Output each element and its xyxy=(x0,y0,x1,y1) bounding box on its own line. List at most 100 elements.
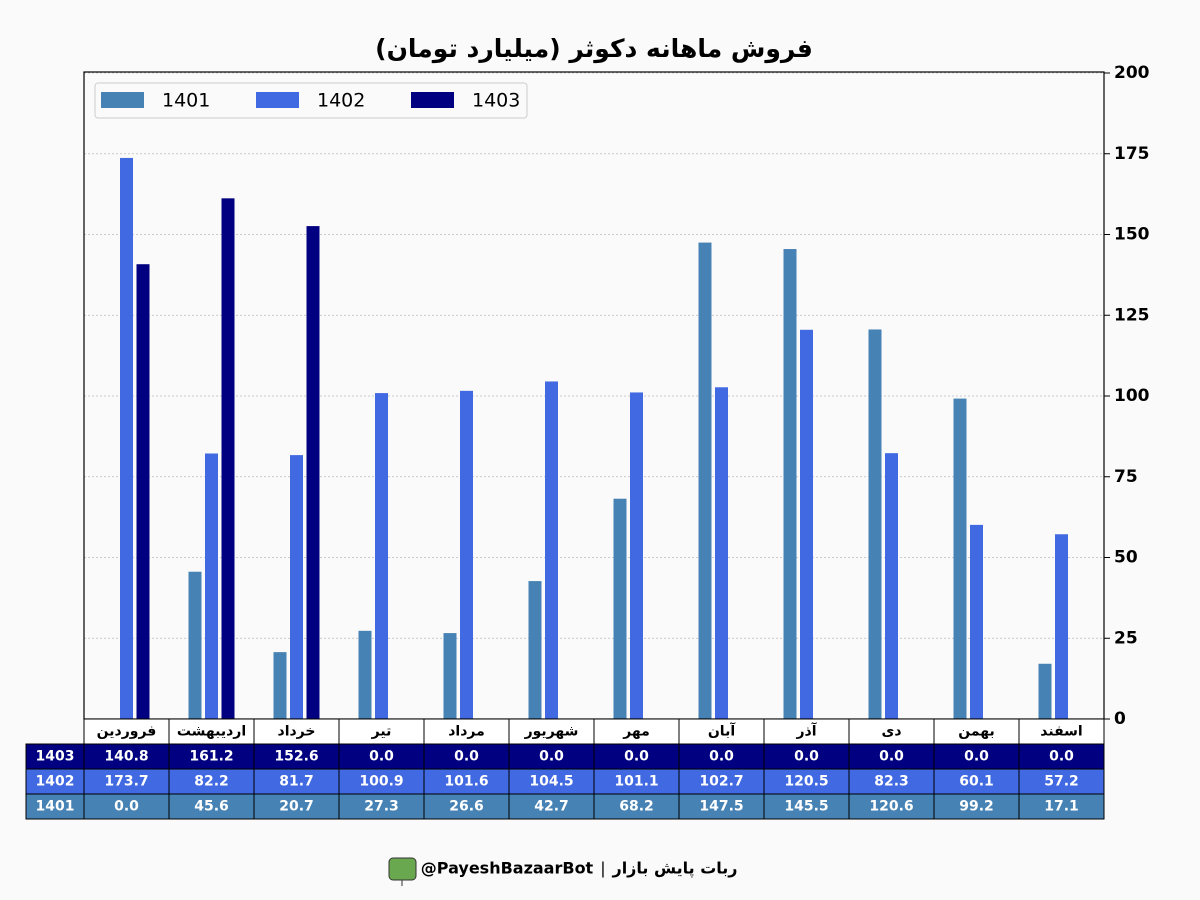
bar xyxy=(358,630,372,719)
footer-separator: | xyxy=(600,859,605,878)
table-header-cell xyxy=(423,718,510,745)
table-cell-label: 99.2 xyxy=(959,799,994,815)
bar xyxy=(136,264,150,719)
footer-handle: @PayeshBazaarBot xyxy=(421,859,594,878)
table-cell-label: 68.2 xyxy=(619,799,654,815)
bar xyxy=(953,398,967,719)
legend-box xyxy=(94,82,528,119)
table-cell xyxy=(763,743,850,770)
chart-title: فروش ماهانه دکوثر (میلیارد تومان) xyxy=(375,34,813,64)
table-cell xyxy=(423,793,510,820)
legend-swatch xyxy=(101,92,144,108)
legend-swatch xyxy=(411,92,454,108)
table-cell xyxy=(848,793,935,820)
bar xyxy=(528,581,542,719)
table-cell-label: 0.0 xyxy=(794,749,819,765)
table-cell-label: 161.2 xyxy=(189,749,233,765)
table-cell xyxy=(1018,743,1105,770)
bar xyxy=(613,498,627,719)
bar xyxy=(221,198,235,720)
table-cell-label: 104.5 xyxy=(529,774,573,790)
y-tick-label: 125 xyxy=(1114,305,1150,325)
table-cell xyxy=(508,793,595,820)
table-cell-label: 57.2 xyxy=(1044,774,1079,790)
table-cell-label: 101.6 xyxy=(444,774,488,790)
bar xyxy=(868,329,882,719)
bar xyxy=(375,393,388,719)
table-row-label: 1401 xyxy=(36,799,75,815)
table-cell-label: 0.0 xyxy=(709,749,734,765)
x-tick-label: بهمن xyxy=(958,724,994,740)
table-cell-label: 42.7 xyxy=(534,799,569,815)
table-cell xyxy=(423,768,510,795)
legend: 1401 1402 1403 xyxy=(94,82,528,119)
table-cell xyxy=(423,743,510,770)
table-cell-label: 0.0 xyxy=(114,799,139,815)
legend-label: 1401 xyxy=(162,90,210,112)
y-tick-label: 50 xyxy=(1114,548,1138,568)
table-cell-label: 82.3 xyxy=(874,774,909,790)
table-cell-label: 120.6 xyxy=(869,799,913,815)
bar xyxy=(120,157,133,720)
bar xyxy=(885,453,898,719)
table-cell xyxy=(83,743,170,770)
x-tick-label: شهریور xyxy=(524,724,579,740)
legend-swatch xyxy=(256,92,299,108)
bar xyxy=(630,392,643,719)
table-cell-label: 0.0 xyxy=(369,749,394,765)
table-cell-label: 0.0 xyxy=(454,749,479,765)
table-cell xyxy=(168,793,255,820)
table-header-cell xyxy=(678,718,765,745)
table-cell-label: 101.1 xyxy=(614,774,658,790)
bar xyxy=(443,633,457,719)
y-tick-label: 75 xyxy=(1114,467,1138,487)
bar xyxy=(1055,534,1068,719)
bar xyxy=(698,242,712,719)
table-cell-label: 147.5 xyxy=(699,799,743,815)
bar xyxy=(1038,663,1052,719)
table-cell-label: 100.9 xyxy=(359,774,403,790)
table-cell-label: 45.6 xyxy=(194,799,229,815)
bar xyxy=(970,524,983,719)
table-cell-label: 82.2 xyxy=(194,774,229,790)
table-cell-label: 27.3 xyxy=(364,799,399,815)
bar xyxy=(545,381,558,719)
bar xyxy=(205,453,218,719)
x-tick-label: آذر xyxy=(795,722,817,740)
x-tick-label: مرداد xyxy=(448,724,485,740)
y-tick-label: 100 xyxy=(1114,386,1150,406)
x-tick-label: آبان xyxy=(708,722,736,740)
x-tick-label: خرداد xyxy=(278,724,316,740)
table-cell-label: 0.0 xyxy=(964,749,989,765)
legend-label: 1403 xyxy=(472,90,520,112)
table-row-label: 1403 xyxy=(36,749,75,765)
table-cell-label: 0.0 xyxy=(539,749,564,765)
table-cell xyxy=(593,743,680,770)
table-cell xyxy=(763,793,850,820)
table-cell-label: 0.0 xyxy=(624,749,649,765)
table-cell xyxy=(763,768,850,795)
x-tick-label: مهر xyxy=(622,724,650,740)
table-cell xyxy=(253,793,340,820)
bar xyxy=(715,387,728,719)
bar xyxy=(188,571,202,719)
table-cell-label: 0.0 xyxy=(1049,749,1074,765)
table-cell-label: 145.5 xyxy=(784,799,828,815)
bar xyxy=(783,249,797,719)
footer: @PayeshBazaarBot | ربات پایش بازار xyxy=(388,857,738,886)
table-header-cell xyxy=(338,718,425,745)
table-cell-label: 173.7 xyxy=(104,774,148,790)
table-row-header xyxy=(25,793,85,820)
table-cell-label: 17.1 xyxy=(1044,799,1079,815)
table-cell xyxy=(1018,793,1105,820)
y-tick-label: 25 xyxy=(1114,628,1138,648)
footer-text: ربات پایش بازار xyxy=(611,859,737,879)
legend-label: 1402 xyxy=(317,90,365,112)
bar xyxy=(306,226,320,720)
table-cell xyxy=(1018,768,1105,795)
table-cell xyxy=(678,743,765,770)
table-cell xyxy=(253,768,340,795)
table-header-cell xyxy=(253,718,340,745)
